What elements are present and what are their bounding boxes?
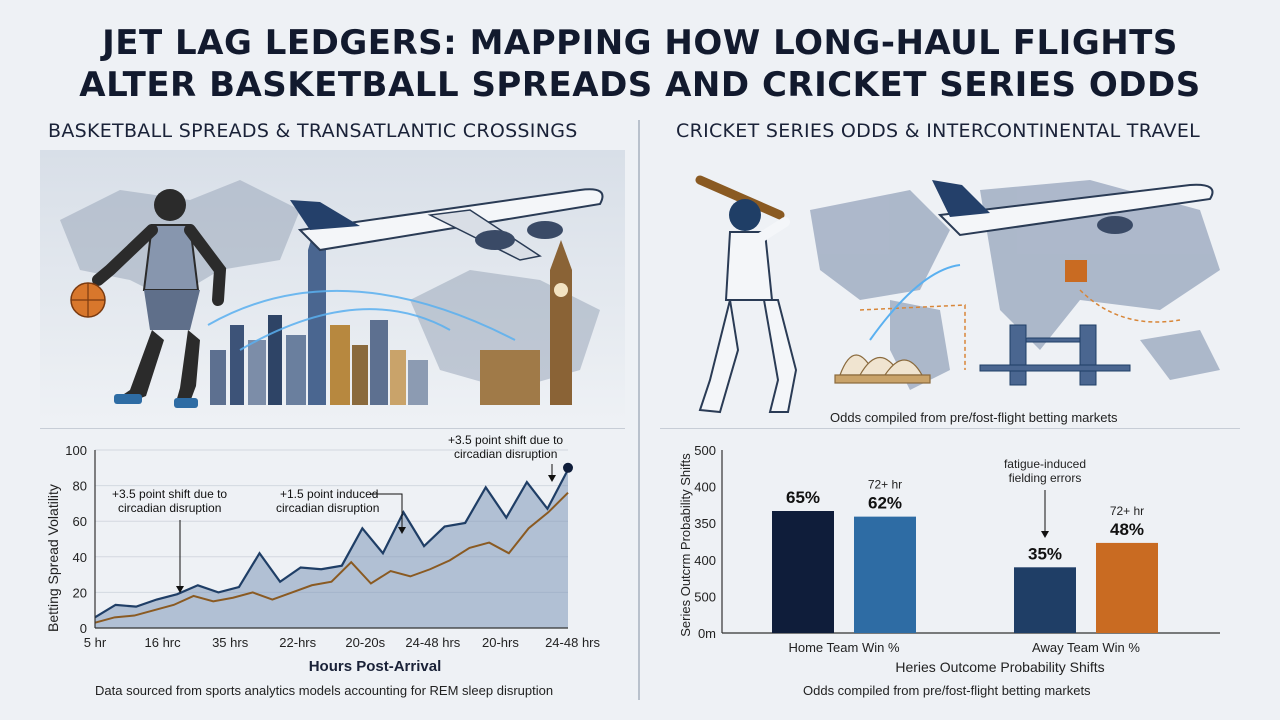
annotation-fatigue-line-1: fatigue-induced bbox=[1004, 457, 1086, 471]
bar-prefix-label: 72+ hr bbox=[1110, 504, 1144, 518]
cricket-player-icon bbox=[695, 175, 798, 414]
series-1-area bbox=[95, 469, 568, 628]
right-section-heading: CRICKET SERIES ODDS & INTERCONTINENTAL T… bbox=[676, 120, 1201, 142]
x-tick-label: 35 hrs bbox=[212, 635, 249, 650]
y-tick-label: 40 bbox=[73, 550, 87, 565]
y-tick-label: 0m bbox=[698, 626, 716, 641]
series-1-line bbox=[94, 469, 569, 619]
map-caption: Odds compiled from pre/fost-flight betti… bbox=[830, 410, 1118, 425]
region-highlight bbox=[1065, 260, 1087, 282]
title-line-2: ALTER BASKETBALL SPREADS AND CRICKET SER… bbox=[79, 65, 1201, 105]
bar-value-label: 62% bbox=[868, 494, 902, 513]
bar-2-1 bbox=[1014, 567, 1076, 633]
x-axis-label: Hours Post-Arrival bbox=[309, 658, 442, 675]
bar-1-2 bbox=[854, 516, 916, 633]
bar-value-label: 48% bbox=[1110, 520, 1144, 539]
city-skyline-icon bbox=[210, 220, 572, 405]
cricket-travel-illustration bbox=[695, 175, 1220, 414]
annotation-2-line-2: circadian disruption bbox=[276, 501, 379, 515]
annotation-2-line-1: +1.5 point induced bbox=[280, 487, 378, 501]
y-axis-label: Series Outcrm Probability Shifts bbox=[678, 453, 693, 637]
basketball-travel-illustration bbox=[40, 150, 625, 422]
bar-value-label: 65% bbox=[786, 488, 820, 507]
peak-marker bbox=[563, 462, 573, 473]
annotation-1-line-1: +3.5 point shift due to bbox=[112, 487, 227, 501]
x-tick-label: 24-48 hrs bbox=[545, 635, 600, 650]
bar-2-2 bbox=[1096, 542, 1158, 633]
x-tick-label: 5 hr bbox=[84, 635, 107, 650]
y-tick-label: 500 bbox=[694, 589, 716, 604]
x-tick-label: 22-hrs bbox=[279, 635, 316, 650]
series-2-line bbox=[94, 492, 569, 624]
flight-path-arcs bbox=[207, 289, 516, 351]
category-label: Away Team Win % bbox=[1032, 640, 1140, 655]
bar-prefix-label: 72+ hr bbox=[868, 478, 902, 492]
y-axis-label: Betting Spread Volatility bbox=[45, 484, 61, 632]
y-tick-label: 80 bbox=[73, 479, 87, 494]
flight-path-arc bbox=[869, 264, 961, 341]
x-tick-label: 20-20s bbox=[345, 635, 385, 650]
left-horizontal-divider bbox=[40, 428, 625, 429]
y-tick-label: 400 bbox=[694, 553, 716, 568]
y-tick-label: 400 bbox=[694, 480, 716, 495]
left-section-heading: BASKETBALL SPREADS & TRANSATLANTIC CROSS… bbox=[48, 120, 578, 142]
page-title: JET LAG LEDGERS: MAPPING HOW LONG-HAUL F… bbox=[0, 22, 1280, 106]
annotation-3-line-2: circadian disruption bbox=[454, 447, 557, 461]
right-footer-note: Odds compiled from pre/fost-flight betti… bbox=[803, 683, 1091, 698]
annotation-fatigue-line-2: fielding errors bbox=[1009, 471, 1082, 485]
left-footer-note: Data sourced from sports analytics model… bbox=[95, 683, 554, 698]
airplane-icon bbox=[932, 180, 1214, 237]
y-tick-label: 20 bbox=[73, 585, 87, 600]
x-axis-label: Heries Outcome Probability Shifts bbox=[895, 659, 1104, 675]
x-tick-label: 24-48 hrs bbox=[405, 635, 460, 650]
center-divider bbox=[638, 120, 640, 700]
airplane-icon bbox=[290, 188, 604, 261]
series-odds-bar-chart: Series Outcrm Probability Shifts Heries … bbox=[678, 443, 1220, 675]
category-label: Home Team Win % bbox=[788, 640, 899, 655]
annotation-3-line-1: +3.5 point shift due to bbox=[448, 433, 563, 447]
y-tick-label: 350 bbox=[694, 516, 716, 531]
y-tick-label: 0 bbox=[80, 621, 87, 636]
y-tick-label: 100 bbox=[65, 443, 87, 458]
y-tick-label: 60 bbox=[73, 514, 87, 529]
spread-volatility-chart: Betting Spread Volatility Hours Post-Arr… bbox=[45, 433, 600, 675]
bar-1-1 bbox=[772, 511, 834, 633]
opera-house-icon bbox=[834, 354, 931, 384]
bar-value-label: 35% bbox=[1028, 544, 1062, 563]
title-line-1: JET LAG LEDGERS: MAPPING HOW LONG-HAUL F… bbox=[102, 23, 1178, 63]
annotation-2-arrow bbox=[370, 493, 403, 530]
basketball-player-icon bbox=[70, 189, 227, 408]
x-tick-label: 20-hrs bbox=[482, 635, 519, 650]
x-tick-label: 16 hrc bbox=[145, 635, 182, 650]
tower-bridge-icon bbox=[979, 324, 1131, 386]
right-horizontal-divider bbox=[660, 428, 1240, 429]
y-tick-label: 500 bbox=[694, 443, 716, 458]
annotation-1-line-2: circadian disruption bbox=[118, 501, 221, 515]
